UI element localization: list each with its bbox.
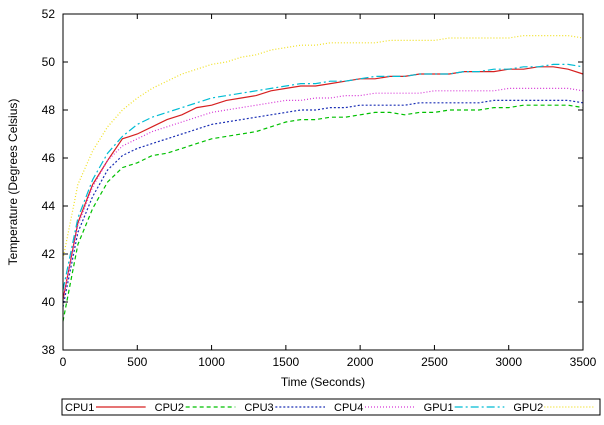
- legend-label: CPU3: [244, 402, 273, 414]
- series-line-cpu1: [62, 66, 584, 300]
- y-tick-label: 46: [42, 151, 56, 165]
- x-tick-label: 2000: [347, 355, 374, 369]
- y-tick-label: 44: [42, 199, 56, 213]
- legend-label: CPU4: [334, 402, 363, 414]
- series-line-gpu2: [62, 34, 584, 259]
- series-line-gpu1: [62, 63, 584, 291]
- y-tick-label: 40: [42, 295, 56, 309]
- plot-frame: [62, 13, 584, 351]
- x-axis: 0 500 1000 1500 2000 2500 3000 3500: [60, 14, 597, 369]
- x-tick-label: 1500: [273, 355, 300, 369]
- y-tick-label: 42: [42, 247, 56, 261]
- y-axis: 38 40 42 44 46 48 50 52: [42, 7, 583, 357]
- legend-label: GPU2: [513, 402, 543, 414]
- y-tick-label: 48: [42, 103, 56, 117]
- x-tick-label: 3500: [570, 355, 597, 369]
- y-tick-label: 38: [42, 343, 56, 357]
- legend-label: CPU2: [155, 402, 184, 414]
- legend: CPU1 CPU2 CPU3 CPU4 GPU1 GPU2: [61, 398, 601, 416]
- x-axis-label: Time (Seconds): [281, 375, 365, 389]
- series-line-cpu4: [62, 87, 584, 300]
- series-line-cpu3: [62, 99, 584, 307]
- y-axis-label: Temperature (Degrees Celsius): [6, 99, 20, 266]
- y-tick-label: 50: [42, 55, 56, 69]
- y-tick-label: 52: [42, 7, 56, 21]
- x-tick-label: 3000: [495, 355, 522, 369]
- legend-label: GPU1: [424, 402, 454, 414]
- x-tick-label: 0: [60, 355, 67, 369]
- x-tick-label: 500: [127, 355, 147, 369]
- series-layer: [62, 34, 584, 322]
- legend-label: CPU1: [65, 402, 94, 414]
- series-line-cpu2: [62, 104, 584, 322]
- legend-box: [61, 398, 601, 416]
- x-tick-label: 1000: [198, 355, 225, 369]
- x-tick-label: 2500: [421, 355, 448, 369]
